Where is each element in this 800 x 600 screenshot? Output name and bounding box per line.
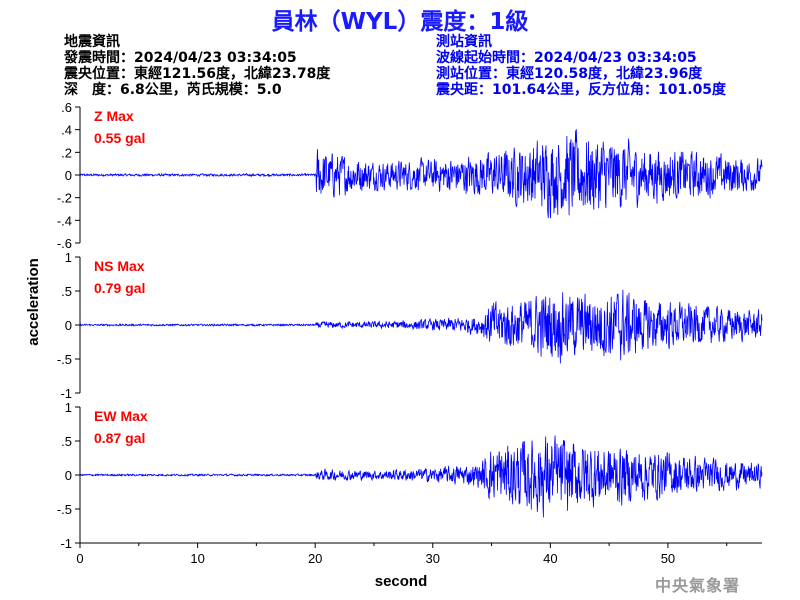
max-label-ns: NS Max [94, 258, 145, 274]
station-distance: 震央距：101.64公里，反方位角：101.05度 [436, 82, 727, 98]
x-tick-label: 0 [76, 551, 83, 566]
max-value-ew: 0.87 gal [94, 430, 145, 446]
y-tick-label: .2 [61, 145, 72, 160]
quake-info-block: 地震資訊 發震時間：2024/04/23 03:34:05 震央位置：東經121… [64, 34, 330, 98]
max-value-z: 0.55 gal [94, 130, 145, 146]
trace-ns [79, 289, 763, 364]
y-tick-label: .4 [61, 123, 72, 138]
y-tick-label: .5 [61, 284, 72, 299]
x-tick-label: 20 [308, 551, 322, 566]
y-tick-label: -.5 [57, 352, 72, 367]
y-tick-label: -.6 [57, 236, 72, 251]
trace-ew [79, 435, 763, 518]
y-tick-label: -.4 [57, 213, 72, 228]
y-tick-label: 1 [65, 250, 72, 265]
quake-info-heading: 地震資訊 [64, 34, 120, 50]
station-info-heading: 測站資訊 [436, 34, 492, 50]
y-tick-label: .6 [61, 100, 72, 115]
y-tick-label: .5 [61, 434, 72, 449]
x-tick-label: 30 [426, 551, 440, 566]
y-tick-label: -.5 [57, 502, 72, 517]
station-info-block: 測站資訊 波線起始時間：2024/04/23 03:34:05 測站位置：東經1… [436, 34, 726, 98]
y-tick-label: -1 [60, 536, 72, 551]
y-tick-label: 0 [65, 168, 72, 183]
y-tick-label: 0 [65, 468, 72, 483]
y-tick-label: -1 [60, 386, 72, 401]
y-axis-label: acceleration [25, 258, 42, 346]
chart-title: 員林（WYL）震度：1級 [271, 9, 529, 35]
max-label-z: Z Max [94, 108, 134, 124]
trace-z [79, 129, 763, 219]
x-axis-label: second [375, 573, 428, 590]
quake-time: 發震時間：2024/04/23 03:34:05 [64, 50, 297, 66]
x-tick-label: 50 [661, 551, 675, 566]
y-tick-label: 0 [65, 318, 72, 333]
y-tick-label: 1 [65, 400, 72, 415]
agency-watermark: 中央氣象署 [655, 576, 741, 595]
max-label-ew: EW Max [94, 408, 148, 424]
quake-epicenter: 震央位置：東經121.56度，北緯23.78度 [64, 66, 331, 82]
x-tick-label: 10 [190, 551, 204, 566]
max-value-ns: 0.79 gal [94, 280, 145, 296]
quake-depth: 深 度：6.8公里，芮氏規模：5.0 [64, 82, 282, 98]
station-location: 測站位置：東經120.58度，北緯23.96度 [436, 66, 703, 82]
y-tick-label: -.2 [57, 191, 72, 206]
station-wave-start: 波線起始時間：2024/04/23 03:34:05 [436, 50, 697, 66]
x-tick-label: 40 [543, 551, 557, 566]
